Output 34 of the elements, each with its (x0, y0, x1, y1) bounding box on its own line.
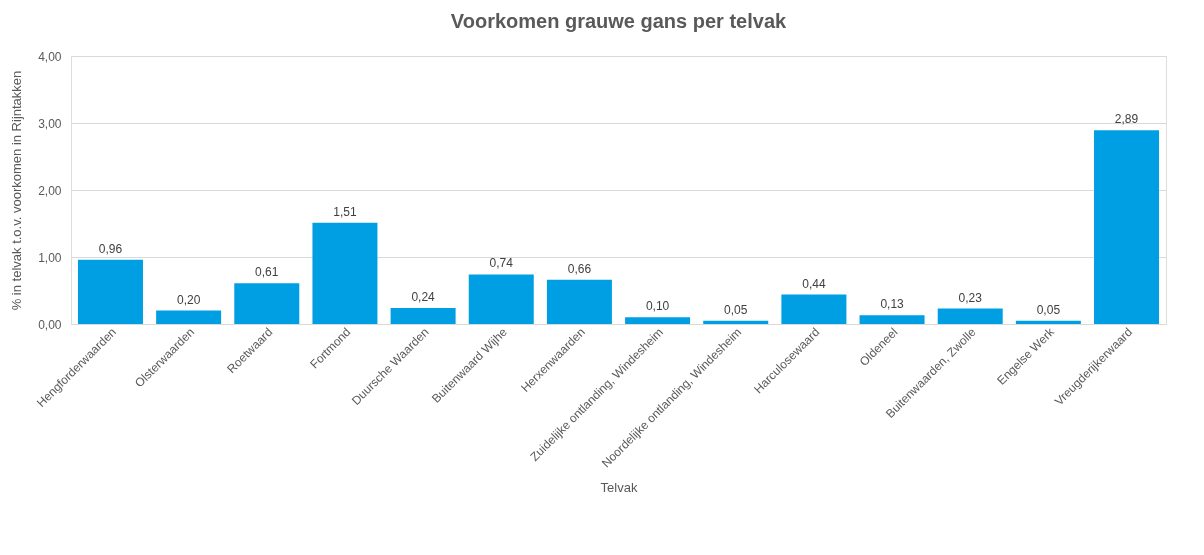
y-tick-label: 2,00 (38, 183, 62, 198)
data-label: 0,10 (645, 299, 670, 314)
bar (312, 222, 378, 324)
data-label: 0,05 (724, 302, 748, 317)
data-label: 0,13 (880, 297, 905, 312)
bar (234, 283, 300, 324)
bar (156, 310, 222, 324)
data-label: 1,51 (333, 204, 357, 219)
data-label: 0,74 (489, 256, 514, 271)
bar (1094, 130, 1160, 324)
bar (546, 279, 612, 324)
bar (625, 317, 691, 324)
bar (937, 308, 1003, 324)
data-label: 0,66 (567, 261, 592, 276)
y-tick-label: 0,00 (38, 317, 62, 332)
y-tick-label: 3,00 (38, 116, 62, 131)
data-label: 0,96 (98, 241, 123, 256)
x-axis-title: Telvak (600, 479, 638, 495)
data-label: 0,23 (958, 290, 983, 305)
y-tick-label: 4,00 (38, 49, 62, 64)
data-label: 0,24 (411, 289, 436, 304)
data-label: 2,89 (1114, 112, 1139, 127)
bar (468, 274, 534, 324)
data-label: 0,44 (802, 276, 826, 291)
bar (781, 294, 847, 324)
bar (77, 259, 143, 324)
data-label: 0,61 (255, 265, 279, 280)
bar (859, 315, 925, 324)
y-tick-label: 1,00 (38, 250, 62, 265)
y-axis-title: % in telvak t.o.v. voorkomen in Rijntakken (9, 70, 25, 311)
data-label: 0,20 (176, 292, 201, 307)
data-label: 0,05 (1036, 302, 1061, 317)
chart-title: Voorkomen grauwe gans per telvak (450, 10, 788, 32)
bar (390, 307, 456, 324)
